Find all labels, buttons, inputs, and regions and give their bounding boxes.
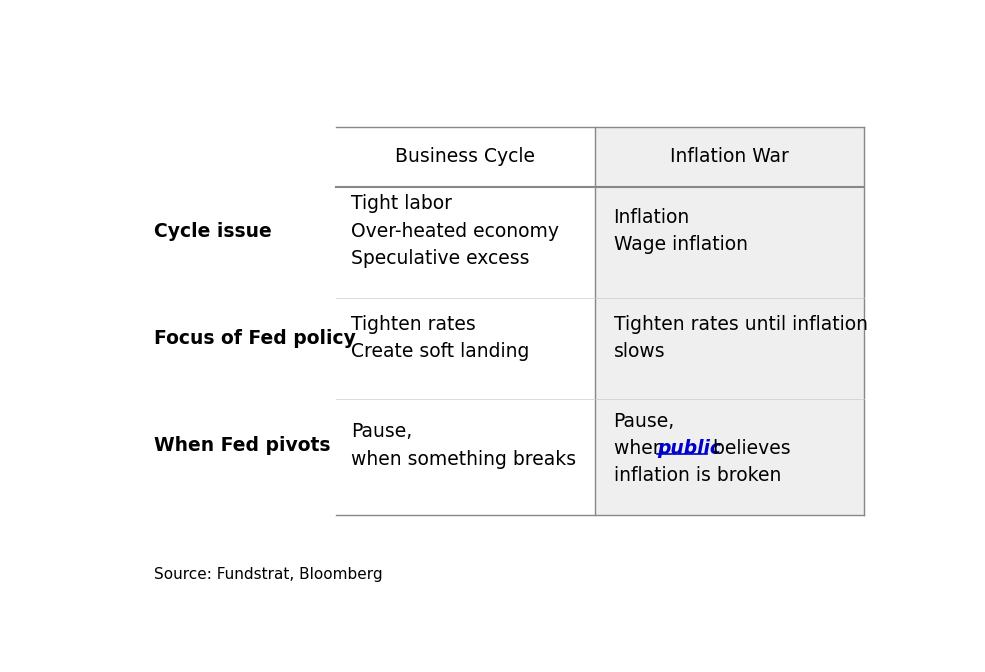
Text: Pause,
when something breaks: Pause, when something breaks [352, 422, 576, 468]
Text: Inflation War: Inflation War [670, 147, 788, 167]
Text: When Fed pivots: When Fed pivots [154, 436, 330, 455]
Text: believes: believes [707, 439, 791, 458]
Text: inflation is broken: inflation is broken [614, 466, 781, 485]
Text: Source: Fundstrat, Bloomberg: Source: Fundstrat, Bloomberg [154, 567, 382, 583]
Text: Tighten rates until inflation
slows: Tighten rates until inflation slows [614, 315, 868, 362]
Text: Inflation
Wage inflation: Inflation Wage inflation [614, 208, 748, 254]
Text: when: when [614, 439, 670, 458]
Bar [595, 127, 864, 515]
Text: Pause,: Pause, [614, 412, 675, 431]
Text: Focus of Fed policy: Focus of Fed policy [154, 329, 356, 348]
Text: public: public [657, 439, 721, 458]
Text: Tighten rates
Create soft landing: Tighten rates Create soft landing [352, 315, 530, 362]
Text: Cycle issue: Cycle issue [154, 222, 272, 241]
Text: Tight labor
Over-heated economy
Speculative excess: Tight labor Over-heated economy Speculat… [352, 194, 559, 268]
Text: Business Cycle: Business Cycle [395, 147, 535, 167]
